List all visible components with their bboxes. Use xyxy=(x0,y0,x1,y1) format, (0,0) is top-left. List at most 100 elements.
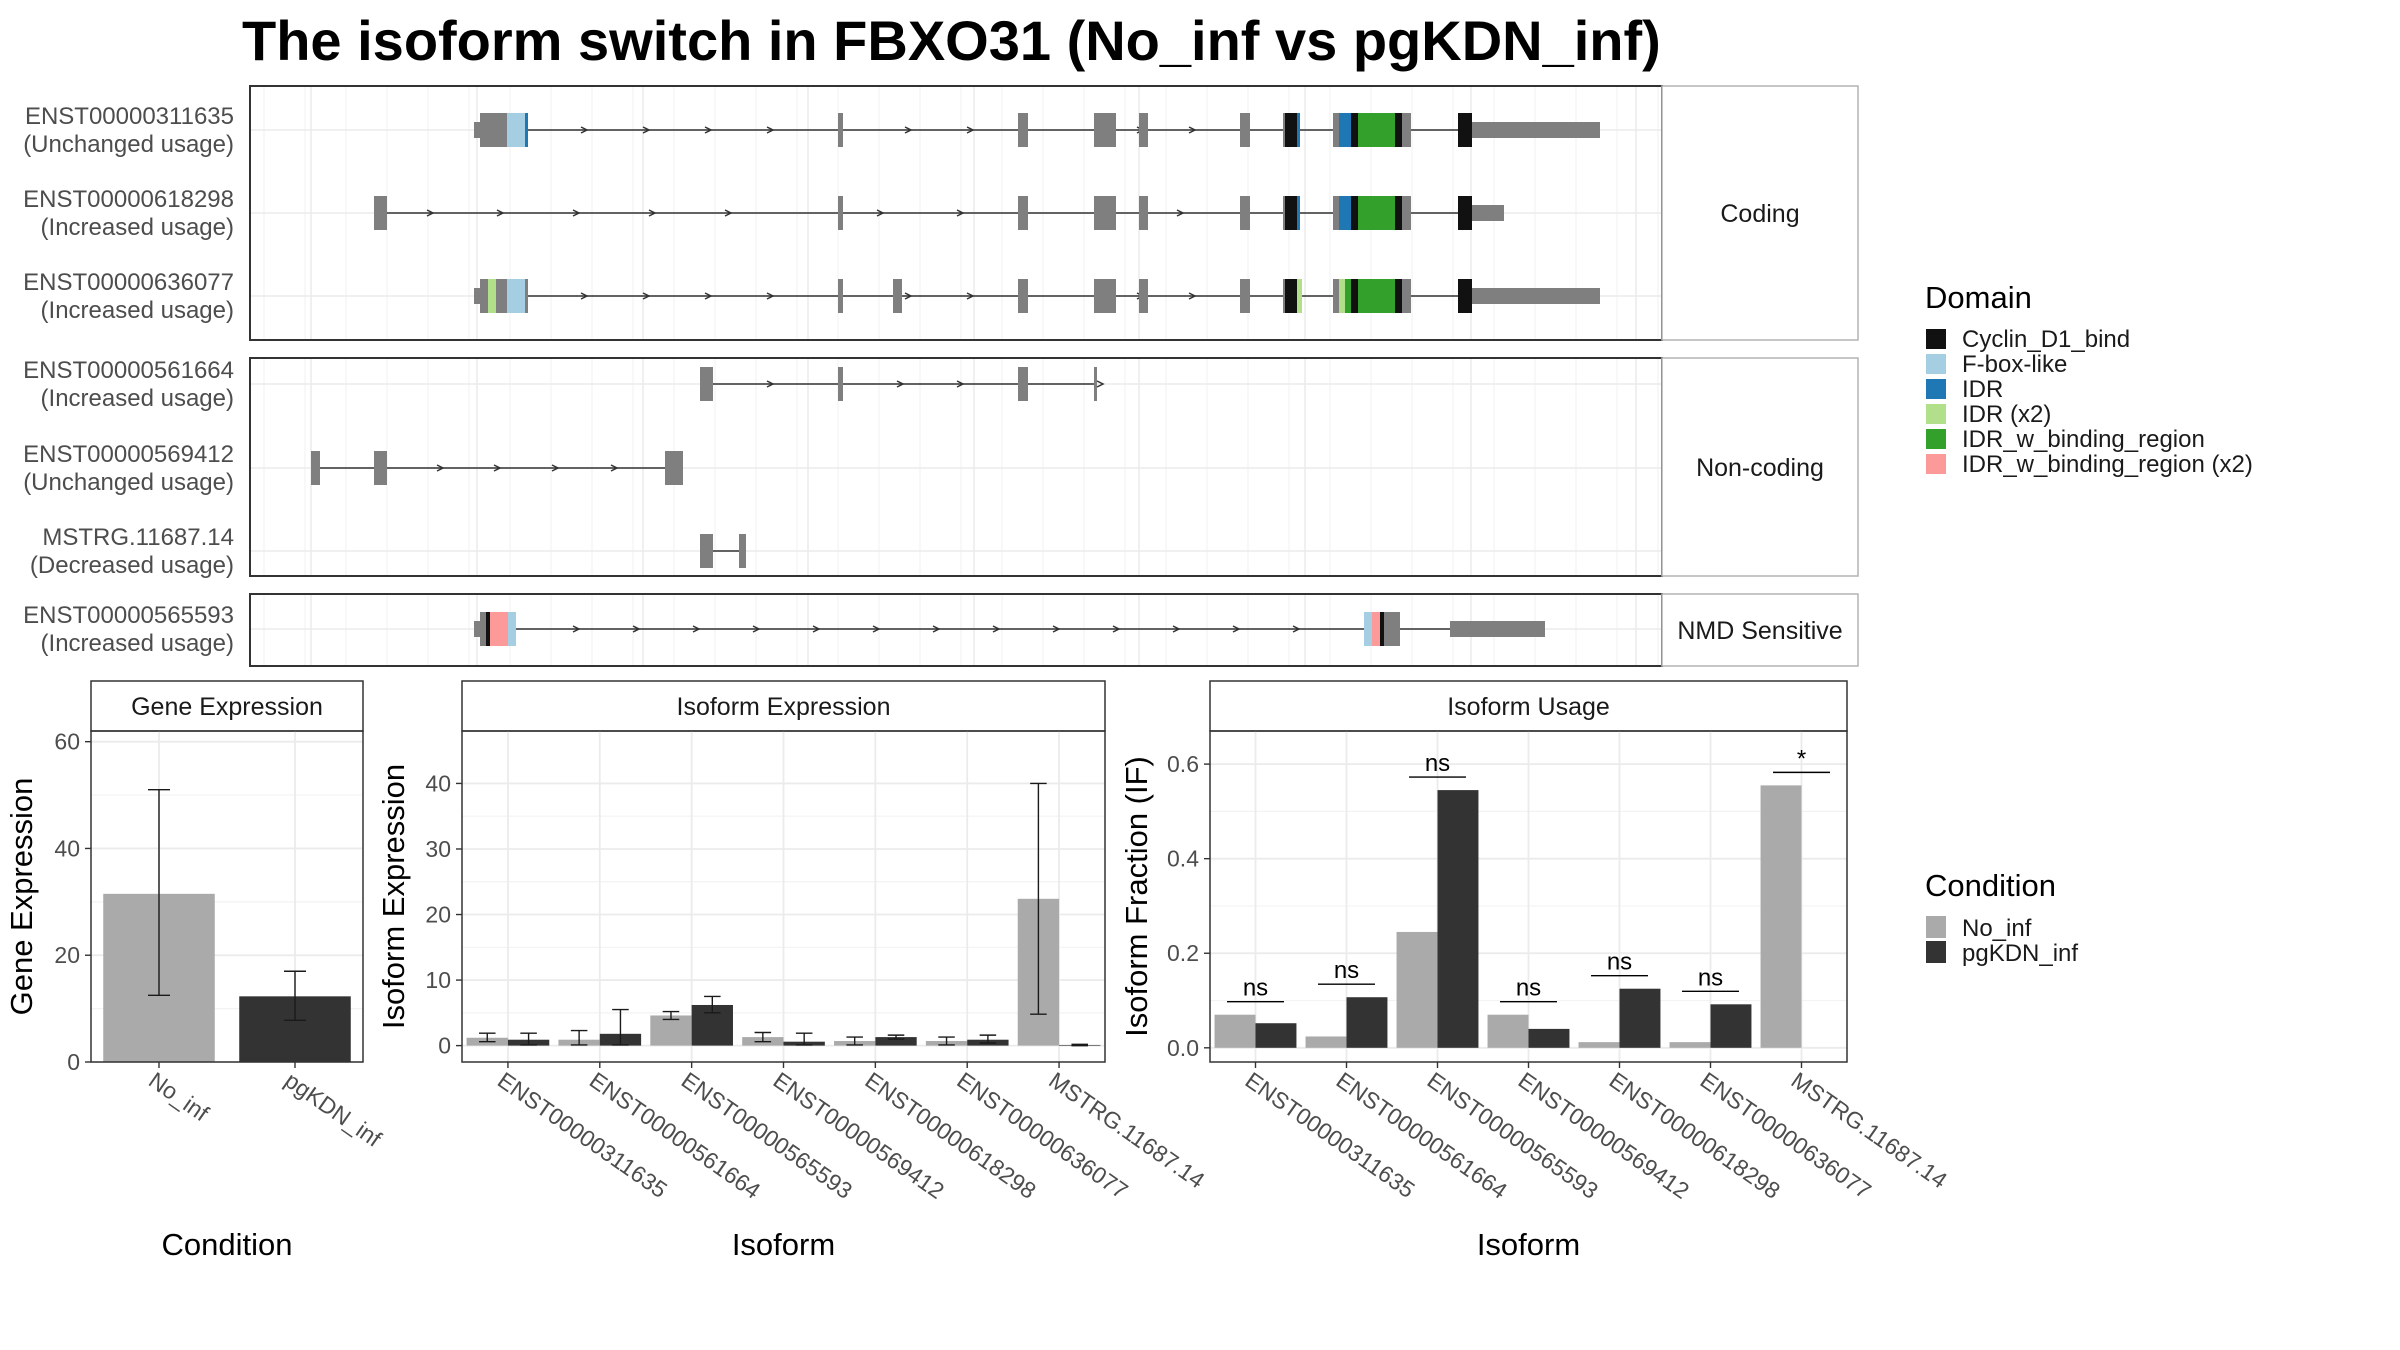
bar xyxy=(1578,1042,1620,1048)
strand-arrow xyxy=(812,625,821,633)
legend-key-idr-x2 xyxy=(1926,404,1946,424)
protein-domain xyxy=(1339,279,1345,313)
protein-domain xyxy=(1351,196,1358,230)
y-tick-label: 0.2 xyxy=(1167,940,1199,966)
y-tick-label: 10 xyxy=(425,967,451,993)
x-tick-label: ENST00000561664 xyxy=(585,1067,766,1204)
protein-domain xyxy=(488,279,496,313)
protein-domain xyxy=(1285,113,1297,147)
significance-label: ns xyxy=(1607,949,1632,976)
y-tick-label: 0 xyxy=(67,1049,80,1075)
y-tick-label: 0 xyxy=(438,1033,451,1059)
significance-label: * xyxy=(1797,745,1806,772)
strand-arrow xyxy=(966,126,975,134)
legend-key-f-box-like xyxy=(1926,354,1946,374)
strand-arrow xyxy=(872,625,881,633)
exon-block xyxy=(700,367,713,401)
condition-legend: Condition No_inf pgKDN_inf xyxy=(1925,868,2078,967)
y-tick-label: 60 xyxy=(54,729,80,755)
strand-arrow xyxy=(766,292,775,300)
transcript-id-label: ENST00000636077 xyxy=(23,269,234,296)
protein-domain xyxy=(1458,196,1472,230)
transcript-model xyxy=(700,367,1105,401)
x-tick-label: ENST00000618298 xyxy=(1605,1067,1785,1204)
transcript-status-label: (Decreased usage) xyxy=(30,552,234,579)
y-tick-label: 0.0 xyxy=(1167,1035,1199,1061)
strand-arrow xyxy=(956,209,965,217)
exon-block xyxy=(1094,279,1116,313)
protein-domain xyxy=(1395,113,1402,147)
bar xyxy=(875,1037,917,1046)
bar xyxy=(650,1015,692,1046)
bar xyxy=(1305,1036,1347,1048)
legend-label: IDR xyxy=(1962,376,2003,403)
strand-arrow xyxy=(724,209,733,217)
strand-arrow xyxy=(766,380,775,388)
x-axis-title: Condition xyxy=(162,1227,293,1262)
transcript-id-label: ENST00000618298 xyxy=(23,186,234,213)
x-tick-label: ENST00000311635 xyxy=(1241,1067,1420,1203)
exon-block xyxy=(311,451,320,485)
legend-key-cyclin-d1-bind xyxy=(1926,329,1946,349)
y-tick-label: 0.4 xyxy=(1167,846,1199,872)
strand-arrow xyxy=(580,126,589,134)
strand-arrow xyxy=(572,209,581,217)
bar xyxy=(1255,1023,1297,1048)
protein-domain xyxy=(1458,279,1472,313)
nmd-strip-label: NMD Sensitive xyxy=(1677,617,1842,645)
transcript-status-label: (Unchanged usage) xyxy=(23,469,234,496)
significance-label: ns xyxy=(1334,957,1359,984)
protein-domain xyxy=(1364,612,1372,646)
exon-block xyxy=(1018,113,1028,147)
protein-domain xyxy=(1395,196,1402,230)
bar xyxy=(1760,785,1802,1048)
strand-arrow xyxy=(1112,625,1121,633)
strand-arrow xyxy=(493,464,502,472)
strand-arrow xyxy=(1232,625,1241,633)
panel-title: Isoform Expression xyxy=(677,693,891,721)
protein-domain xyxy=(1458,113,1472,147)
y-tick-label: 0.6 xyxy=(1167,751,1199,777)
strand-arrow xyxy=(580,292,589,300)
protein-domain xyxy=(1339,113,1351,147)
strand-arrow xyxy=(966,292,975,300)
exon-block xyxy=(838,196,843,230)
strand-arrow xyxy=(904,292,913,300)
legend-key-pgkdn-inf xyxy=(1926,941,1946,963)
bar xyxy=(1214,1014,1256,1048)
x-tick-label: MSTRG.11687.14 xyxy=(1044,1067,1210,1194)
legend-label: F-box-like xyxy=(1962,351,2067,378)
isoform-expression-chart: Isoform Expression 0 10 20 30 40 ENST000003116… xyxy=(376,680,1210,1262)
y-axis-title: Isoform Fraction (IF) xyxy=(1119,756,1154,1037)
strand-arrow xyxy=(496,209,505,217)
protein-domain xyxy=(1285,279,1297,313)
x-tick-label: MSTRG.11687.14 xyxy=(1787,1067,1953,1194)
x-axis-title: Isoform xyxy=(1477,1227,1580,1262)
exon-block xyxy=(1240,196,1250,230)
protein-domain xyxy=(1358,196,1395,230)
x-tick-label: ENST00000565593 xyxy=(677,1067,857,1204)
transcript-status-label: (Increased usage) xyxy=(41,385,234,412)
legend-label: IDR (x2) xyxy=(1962,401,2051,428)
transcript-model xyxy=(474,279,1600,313)
strand-arrow xyxy=(766,126,775,134)
domain-legend: Domain Cyclin_D1_bind F-box-like IDR IDR… xyxy=(1925,280,2253,478)
y-tick-label: 20 xyxy=(54,942,80,968)
protein-domain xyxy=(1372,612,1380,646)
strand-arrow xyxy=(436,464,445,472)
strand-arrow xyxy=(992,625,1001,633)
strand-arrow xyxy=(551,464,560,472)
figure-title: The isoform switch in FBXO31 (No_inf vs … xyxy=(242,9,1661,72)
exon-block xyxy=(1139,279,1148,313)
transcript-id-label: ENST00000565593 xyxy=(23,602,234,629)
bar xyxy=(1437,790,1479,1048)
protein-domain xyxy=(1345,279,1351,313)
strand-arrow xyxy=(1188,292,1197,300)
legend-key-idr-w-binding-region-x2 xyxy=(1926,454,1946,474)
isoform-usage-chart: Isoform Usage ns ns ns ns ns ns * 0.0 0.2 0.4 0.6 EN… xyxy=(1119,680,1953,1262)
significance-label: ns xyxy=(1425,750,1450,777)
x-tick-label: ENST00000569412 xyxy=(1514,1067,1694,1204)
protein-domain xyxy=(507,113,525,147)
protein-domain xyxy=(1358,113,1395,147)
